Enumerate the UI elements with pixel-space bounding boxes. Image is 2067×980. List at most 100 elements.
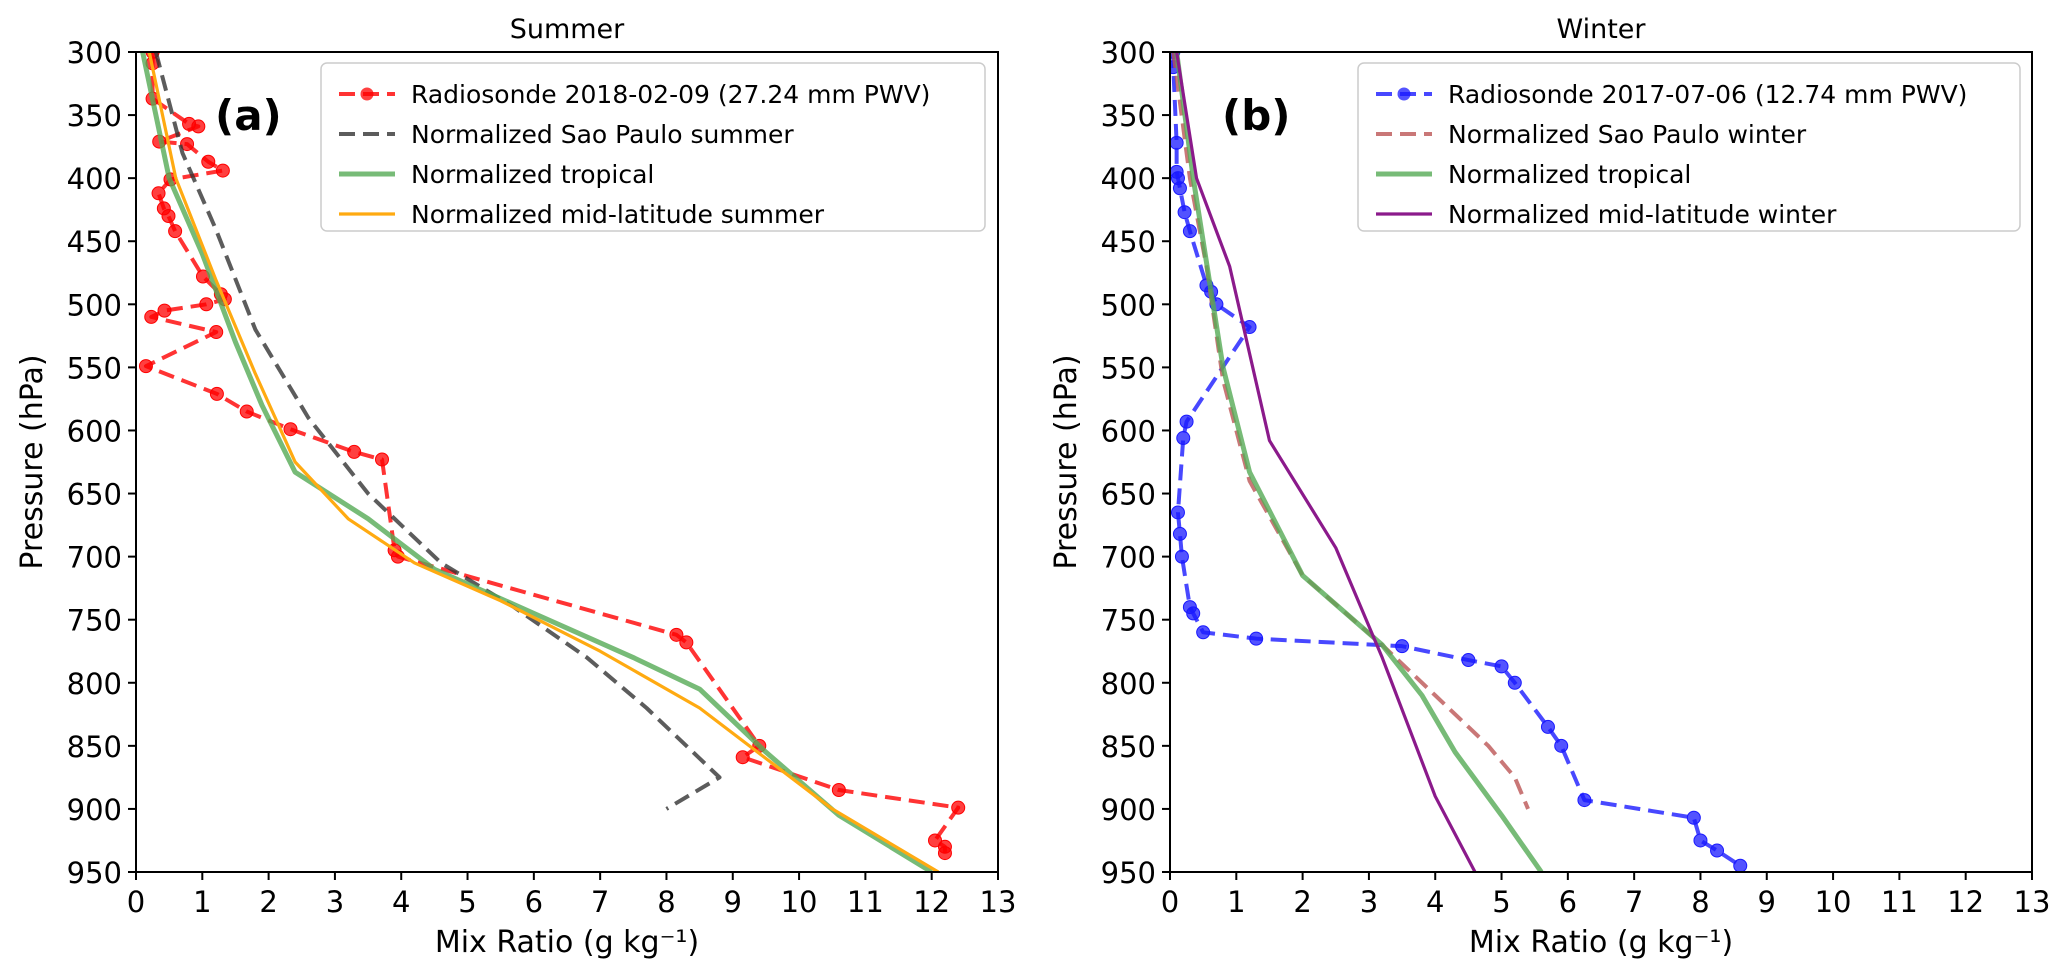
x-tick-label: 10	[1815, 885, 1852, 919]
y-tick-label: 600	[1101, 414, 1156, 448]
x-tick-label: 6	[1559, 885, 1577, 919]
y-axis-label: Pressure (hPa)	[1049, 354, 1084, 569]
y-tick-label: 950	[67, 856, 122, 890]
y-tick-label: 300	[67, 36, 122, 70]
panel-title: Summer	[510, 14, 625, 45]
legend: Radiosonde 2018-02-09 (27.24 mm PWV) Norm…	[320, 62, 986, 232]
x-axis-label: Mix Ratio (g kg⁻¹)	[435, 925, 699, 960]
data-point	[1174, 549, 1189, 564]
y-tick-label: 650	[1101, 478, 1156, 512]
legend-label-2: Normalized tropical	[1448, 160, 1691, 189]
series-line-1	[153, 52, 722, 811]
data-point	[375, 452, 390, 467]
y-axis-label: Pressure (hPa)	[15, 354, 50, 569]
data-point	[168, 224, 183, 239]
data-point	[1733, 858, 1748, 872]
data-point	[1461, 653, 1476, 668]
data-point	[239, 404, 254, 419]
x-tick-label: 7	[1625, 885, 1643, 919]
data-point	[201, 154, 216, 169]
data-point	[209, 325, 224, 340]
legend-label-3: Normalized mid-latitude summer	[411, 200, 825, 229]
data-point	[161, 209, 176, 223]
data-point	[1172, 526, 1187, 541]
data-point	[199, 297, 214, 312]
x-tick-label: 0	[127, 885, 145, 919]
legend-marker	[1397, 87, 1411, 101]
data-point	[669, 627, 684, 642]
data-point	[937, 846, 952, 861]
y-tick-label: 500	[1101, 288, 1156, 322]
data-point	[144, 309, 159, 324]
panel-title: Winter	[1556, 14, 1646, 45]
legend-label-1: Normalized Sao Paulo winter	[1448, 120, 1807, 149]
data-point	[1693, 833, 1708, 848]
x-tick-label: 13	[2014, 885, 2051, 919]
data-point	[138, 359, 153, 374]
legend-box	[1357, 62, 2021, 232]
data-point	[1172, 181, 1187, 196]
y-tick-label: 700	[67, 541, 122, 575]
x-tick-label: 10	[781, 885, 818, 919]
data-point	[347, 444, 362, 459]
data-point	[215, 163, 230, 178]
y-tick-label: 650	[67, 478, 122, 512]
data-point	[1186, 606, 1201, 621]
y-tick-label: 700	[1101, 541, 1156, 575]
legend-marker	[360, 87, 374, 101]
panel-label: (b)	[1222, 91, 1290, 140]
legend-box	[320, 62, 986, 232]
series-line-3	[147, 52, 940, 872]
y-tick-label: 550	[67, 351, 122, 385]
data-point	[928, 833, 943, 848]
legend-label-2: Normalized tropical	[411, 160, 654, 189]
data-point	[157, 303, 172, 318]
data-point	[679, 635, 694, 650]
y-tick-label: 300	[1101, 36, 1156, 70]
axes-frame	[1169, 51, 2033, 873]
axes-frame	[135, 51, 999, 873]
x-tick-label: 3	[1360, 885, 1378, 919]
x-tick-label: 11	[847, 885, 884, 919]
data-point	[1395, 639, 1410, 654]
x-tick-label: 1	[193, 885, 211, 919]
data-point	[1507, 675, 1522, 690]
data-point	[1554, 738, 1569, 753]
data-point	[1170, 505, 1185, 520]
data-point	[1577, 793, 1592, 808]
legend: Radiosonde 2017-07-06 (12.74 mm PWV) Norm…	[1357, 62, 2021, 232]
series-group	[1170, 52, 1748, 872]
y-tick-label: 350	[1101, 99, 1156, 133]
legend-label-3: Normalized mid-latitude winter	[1448, 200, 1837, 229]
y-tick-label: 850	[1101, 730, 1156, 764]
data-point	[1686, 810, 1701, 825]
x-tick-label: 8	[1691, 885, 1709, 919]
y-tick-label: 400	[67, 162, 122, 196]
x-tick-label: 11	[1881, 885, 1918, 919]
data-point	[1179, 414, 1194, 429]
series-line-3	[1175, 52, 1477, 872]
data-point	[191, 119, 206, 134]
x-tick-label: 4	[1426, 885, 1444, 919]
panel-winter: 0 1 2 3 4 5 6 7 8 9 10 11 12 133003504004505005506006…	[1049, 14, 2050, 960]
series-group	[138, 52, 966, 872]
x-tick-label: 2	[259, 885, 277, 919]
data-point	[1177, 205, 1192, 220]
y-tick-label: 400	[1101, 162, 1156, 196]
data-point	[951, 800, 966, 815]
data-point	[180, 137, 195, 152]
data-point	[1176, 431, 1191, 446]
x-tick-label: 4	[392, 885, 410, 919]
data-point	[151, 186, 166, 201]
data-point	[1249, 631, 1264, 646]
legend-label-1: Normalized Sao Paulo summer	[411, 120, 794, 149]
y-tick-label: 600	[67, 414, 122, 448]
y-tick-label: 500	[67, 288, 122, 322]
x-tick-label: 12	[913, 885, 950, 919]
x-tick-label: 6	[525, 885, 543, 919]
data-point	[1196, 625, 1211, 640]
x-tick-label: 0	[1161, 885, 1179, 919]
data-point	[209, 386, 224, 401]
data-point	[1494, 659, 1509, 674]
